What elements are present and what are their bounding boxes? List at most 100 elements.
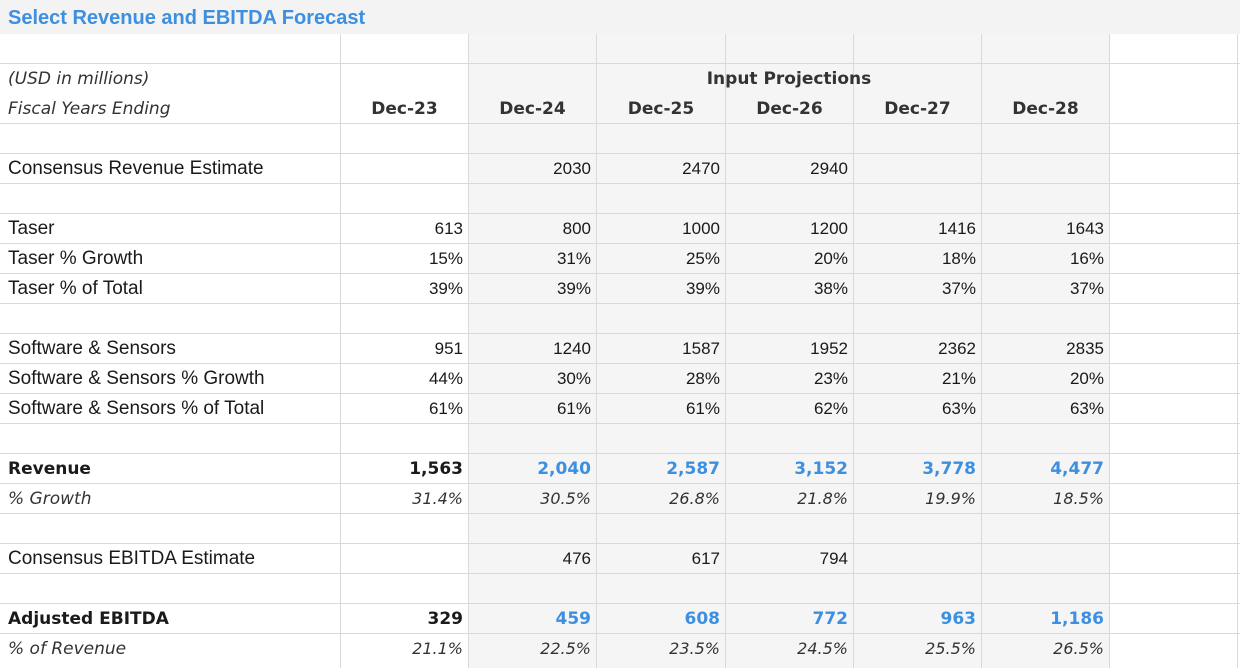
empty-row[interactable] [0, 184, 1240, 214]
year-header[interactable]: Dec-26 [756, 99, 823, 119]
table-cell[interactable]: 963 [940, 609, 977, 629]
empty-row[interactable] [0, 514, 1240, 544]
table-cell[interactable]: 608 [684, 609, 721, 629]
table-cell[interactable]: 62% [813, 399, 848, 418]
table-cell[interactable]: 794 [819, 549, 848, 568]
table-cell[interactable]: 39% [428, 279, 463, 298]
table-cell[interactable]: 772 [812, 609, 849, 629]
row-label[interactable]: Consensus EBITDA Estimate [8, 548, 256, 569]
table-cell[interactable]: 3,778 [922, 459, 976, 479]
empty-row[interactable] [0, 424, 1240, 454]
table-cell[interactable]: 24.5% [797, 639, 848, 658]
table-cell[interactable]: 26.5% [1053, 639, 1104, 658]
row-label[interactable]: Revenue [8, 459, 91, 479]
empty-row[interactable] [0, 304, 1240, 334]
table-cell[interactable]: 61% [685, 399, 720, 418]
table-cell[interactable]: 31% [556, 249, 591, 268]
row-label[interactable]: Taser [8, 218, 55, 239]
table-cell[interactable]: 30.5% [540, 489, 591, 508]
table-cell[interactable]: 20% [813, 249, 848, 268]
table-cell[interactable] [854, 544, 981, 574]
table-cell[interactable]: 617 [691, 549, 720, 568]
year-header[interactable]: Dec-24 [499, 99, 566, 119]
table-cell[interactable]: 1587 [682, 339, 720, 358]
table-cell[interactable]: 23.5% [669, 639, 720, 658]
table-cell[interactable]: 329 [427, 609, 464, 629]
row-label[interactable]: Consensus Revenue Estimate [8, 158, 264, 179]
input-projections-header[interactable]: Input Projections [706, 69, 872, 89]
table-cell[interactable]: 2470 [682, 159, 720, 178]
table-cell[interactable]: 63% [941, 399, 976, 418]
table-cell[interactable]: 1200 [810, 219, 848, 238]
table-cell[interactable]: 20% [1069, 369, 1104, 388]
year-header[interactable]: Dec-25 [627, 99, 695, 119]
table-cell[interactable]: 1,186 [1050, 609, 1104, 629]
table-cell[interactable]: 18.5% [1053, 489, 1104, 508]
table-cell[interactable]: 21% [941, 369, 976, 388]
table-cell[interactable]: 2,587 [666, 459, 720, 479]
fiscal-years-label[interactable]: Fiscal Years Ending [8, 99, 171, 119]
table-cell[interactable]: 26.8% [669, 489, 720, 508]
table-cell[interactable]: 15% [428, 249, 463, 268]
table-cell[interactable]: 3,152 [794, 459, 848, 479]
empty-row[interactable] [0, 574, 1240, 604]
table-cell[interactable]: 44% [428, 369, 463, 388]
table-cell[interactable] [982, 544, 1109, 574]
table-cell[interactable]: 1643 [1066, 219, 1104, 238]
table-cell[interactable]: 39% [556, 279, 591, 298]
row-label[interactable]: % of Revenue [8, 639, 127, 659]
table-cell[interactable] [854, 154, 981, 184]
sheet-title[interactable]: Select Revenue and EBITDA Forecast [8, 7, 366, 29]
empty-row[interactable] [0, 124, 1240, 154]
table-cell[interactable]: 1240 [553, 339, 591, 358]
table-cell[interactable]: 613 [434, 219, 463, 238]
table-cell[interactable]: 459 [555, 609, 592, 629]
table-cell[interactable]: 31.4% [412, 489, 463, 508]
units-label[interactable]: (USD in millions) [8, 69, 150, 89]
table-cell[interactable]: 37% [1069, 279, 1104, 298]
table-cell[interactable]: 30% [556, 369, 591, 388]
row-label[interactable]: Adjusted EBITDA [8, 609, 169, 629]
row-label[interactable]: Taser % of Total [8, 278, 143, 299]
table-cell[interactable]: 37% [941, 279, 976, 298]
table-cell[interactable]: 21.8% [797, 489, 848, 508]
row-label[interactable]: Software & Sensors [8, 338, 176, 359]
table-cell[interactable]: 1,563 [409, 459, 463, 479]
table-cell[interactable]: 1952 [810, 339, 848, 358]
year-header[interactable]: Dec-28 [1012, 99, 1079, 119]
table-cell[interactable]: 2,040 [537, 459, 591, 479]
row-label[interactable]: % Growth [8, 489, 92, 509]
table-cell[interactable]: 25% [685, 249, 720, 268]
table-cell[interactable]: 25.5% [925, 639, 976, 658]
table-cell[interactable]: 1000 [682, 219, 720, 238]
table-cell[interactable]: 21.1% [412, 639, 463, 658]
table-cell[interactable]: 38% [813, 279, 848, 298]
table-cell[interactable]: 22.5% [540, 639, 591, 658]
year-header[interactable]: Dec-27 [884, 99, 951, 119]
table-cell[interactable]: 2362 [938, 339, 976, 358]
table-cell[interactable]: 18% [941, 249, 976, 268]
table-cell[interactable]: 2030 [553, 159, 591, 178]
table-cell[interactable]: 28% [685, 369, 720, 388]
row-label[interactable]: Software & Sensors % Growth [8, 368, 265, 389]
table-cell[interactable]: 951 [434, 339, 463, 358]
table-cell[interactable]: 61% [428, 399, 463, 418]
row-label[interactable]: Software & Sensors % of Total [8, 398, 265, 419]
table-cell[interactable]: 2940 [810, 159, 848, 178]
table-cell[interactable]: 800 [562, 219, 591, 238]
table-cell[interactable]: 2835 [1066, 339, 1104, 358]
table-cell[interactable]: 1416 [938, 219, 976, 238]
table-cell[interactable]: 19.9% [925, 489, 976, 508]
table-cell[interactable]: 4,477 [1050, 459, 1104, 479]
empty-row[interactable] [0, 34, 1240, 64]
table-cell[interactable]: 476 [562, 549, 591, 568]
year-header[interactable]: Dec-23 [371, 99, 438, 119]
table-cell[interactable] [341, 154, 468, 184]
table-cell[interactable]: 39% [685, 279, 720, 298]
table-cell[interactable]: 63% [1069, 399, 1104, 418]
table-cell[interactable]: 16% [1069, 249, 1104, 268]
row-label[interactable]: Taser % Growth [8, 248, 144, 269]
table-cell[interactable]: 23% [813, 369, 848, 388]
table-cell[interactable] [982, 154, 1109, 184]
table-cell[interactable] [341, 544, 468, 574]
